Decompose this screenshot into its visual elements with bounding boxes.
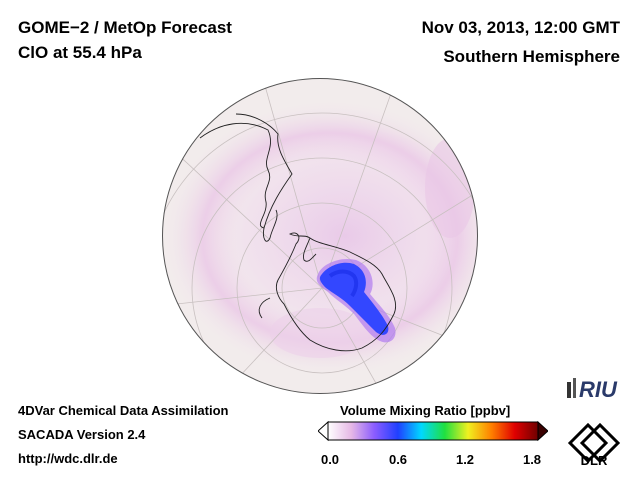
polar-map — [162, 78, 478, 394]
hemisphere-label: Southern Hemisphere — [443, 47, 620, 66]
dlr-logo: DLR — [567, 422, 621, 467]
riu-logo: RIU — [567, 377, 618, 402]
colorbar — [318, 420, 548, 442]
dlr-logo-text: DLR — [581, 453, 608, 467]
colorbar-tick-1: 0.6 — [388, 452, 408, 467]
footer-line-2: SACADA Version 2.4 — [18, 427, 146, 442]
riu-logo-text: RIU — [579, 377, 618, 402]
clo-plume — [316, 258, 396, 343]
colorbar-title: Volume Mixing Ratio [ppbv] — [340, 403, 511, 418]
forecast-date: Nov 03, 2013, 12:00 GMT — [421, 18, 620, 37]
coastlines — [199, 113, 396, 352]
colorbar-tick-3: 1.8 — [522, 452, 542, 467]
colorbar-tick-2: 1.2 — [455, 452, 475, 467]
map-title: GOME−2 / MetOp Forecast — [18, 18, 232, 37]
map-subtitle: ClO at 55.4 hPa — [18, 43, 142, 62]
colorbar-tick-0: 0.0 — [320, 452, 340, 467]
footer-line-1: 4DVar Chemical Data Assimilation — [18, 403, 229, 418]
footer-url[interactable]: http://wdc.dlr.de — [18, 451, 118, 466]
